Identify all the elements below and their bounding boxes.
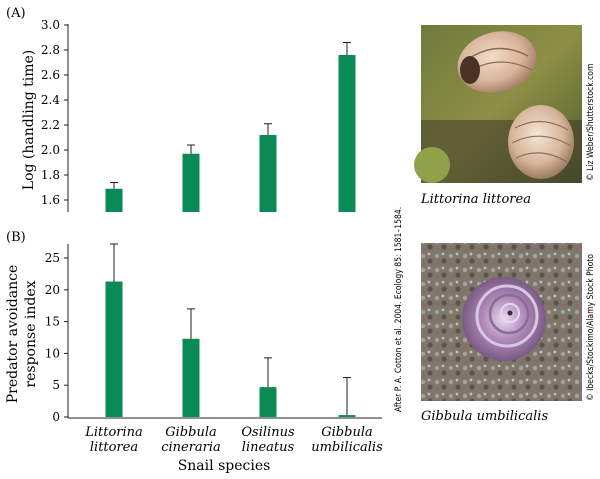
panel-a-label: (A) xyxy=(6,6,26,21)
y-tick-label: 2.4 xyxy=(41,93,60,107)
bar xyxy=(338,55,356,212)
y-tick-label: 0 xyxy=(52,410,60,424)
photo-gibbula xyxy=(421,243,582,401)
chart-a: 1.6 1.8 2.0 2.2 2.4 2.6 2.8 3.0 Log (handling t… xyxy=(21,18,356,212)
photo-littorina xyxy=(414,25,582,183)
x-tick-label: lineatus xyxy=(242,440,295,455)
x-tick-label: umbilicalis xyxy=(311,440,383,455)
chart-b-x-axis-label: Snail species xyxy=(178,458,271,474)
chart-b-x-tick-labels: LittorinalittoreaGibbulacinerariaOsilinu… xyxy=(84,425,383,455)
x-tick-label: Gibbula xyxy=(321,425,372,440)
y-tick-label: 2.8 xyxy=(41,43,60,57)
chart-a-y-axis-label: Log (handling time) xyxy=(21,50,37,190)
chart-a-bars xyxy=(105,42,356,212)
bar xyxy=(259,135,277,212)
y-tick-label: 2.0 xyxy=(41,143,60,157)
bar xyxy=(182,338,200,417)
chart-b-y-axis-label-line2: response index xyxy=(23,280,39,387)
y-tick-label: 20 xyxy=(45,283,60,297)
bar xyxy=(259,387,277,417)
y-tick-label: 15 xyxy=(45,315,60,329)
chart-a-y-ticks: 1.6 1.8 2.0 2.2 2.4 2.6 2.8 3.0 xyxy=(41,18,68,207)
x-tick-label: cineraria xyxy=(161,440,221,455)
x-tick-label: Gibbula xyxy=(165,425,216,440)
y-tick-label: 25 xyxy=(45,251,60,265)
bar xyxy=(105,188,123,212)
y-tick-label: 1.6 xyxy=(41,193,60,207)
bar xyxy=(105,281,123,417)
photo-littorina-caption: Littorina littorea xyxy=(420,192,531,207)
photo-gibbula-credit: © Ibecks/Stockimo/Alamy Stock Photo xyxy=(586,254,596,401)
bar xyxy=(182,153,200,212)
y-tick-label: 3.0 xyxy=(41,18,60,32)
citation: After P. A. Cotton et al. 2004. Ecology … xyxy=(394,207,404,412)
y-tick-label: 1.8 xyxy=(41,168,60,182)
x-tick-label: Osilinus xyxy=(241,425,295,440)
y-tick-label: 2.2 xyxy=(41,118,60,132)
photo-littorina-credit: © Liz Weber/Shutterstock.com xyxy=(586,64,596,181)
chart-b-bars xyxy=(105,243,356,417)
y-tick-label: 2.6 xyxy=(41,68,60,82)
y-tick-label: 10 xyxy=(45,346,60,360)
y-tick-label: 5 xyxy=(52,378,60,392)
panel-b-label: (B) xyxy=(6,230,26,245)
x-tick-label: Littorina xyxy=(84,425,143,440)
chart-b-y-axis-label-line1: Predator avoidance xyxy=(5,265,21,404)
x-tick-label: littorea xyxy=(90,440,138,455)
photo-gibbula-caption: Gibbula umbilicalis xyxy=(421,409,548,424)
bar xyxy=(338,415,356,417)
chart-b-y-ticks: 0 5 10 15 20 25 xyxy=(45,251,68,424)
